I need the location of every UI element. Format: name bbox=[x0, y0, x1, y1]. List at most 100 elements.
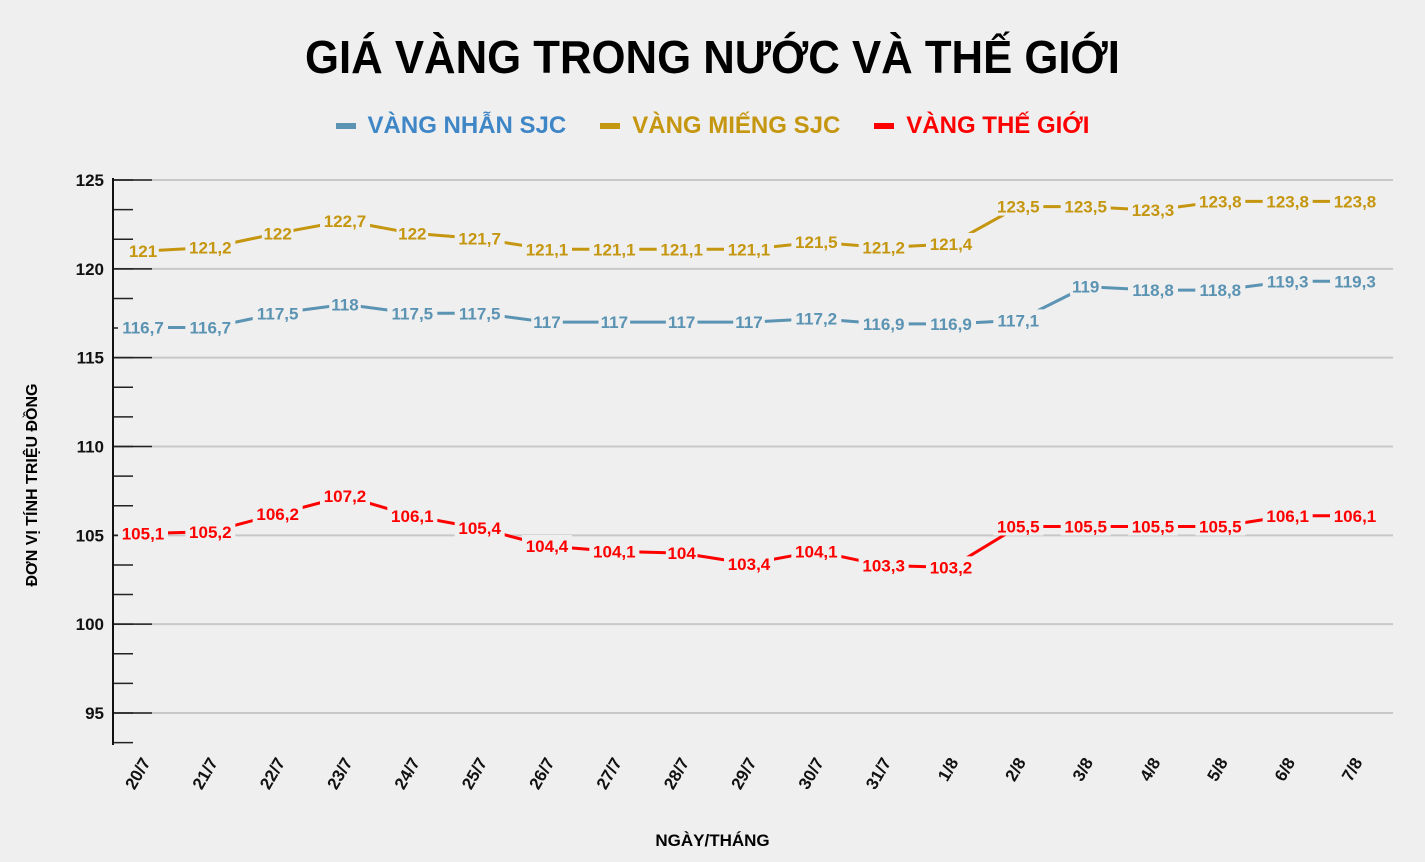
data-label: 121,5 bbox=[795, 233, 838, 252]
data-label: 117 bbox=[735, 313, 762, 332]
legend-label: VÀNG NHẪN SJC bbox=[367, 112, 567, 139]
data-label: 121,1 bbox=[526, 240, 569, 259]
data-label: 117,2 bbox=[796, 310, 838, 329]
data-label: 121,2 bbox=[862, 239, 905, 258]
x-tick-label: 6/8 bbox=[1271, 755, 1299, 785]
data-label: 121,1 bbox=[660, 240, 703, 259]
data-label: 105,5 bbox=[997, 517, 1040, 536]
data-label-bg bbox=[252, 503, 303, 524]
data-label: 107,2 bbox=[324, 487, 367, 506]
data-label-bg bbox=[261, 222, 294, 243]
data-label-bg bbox=[926, 232, 976, 253]
data-label: 119,3 bbox=[1267, 272, 1309, 291]
x-tick-label: 1/8 bbox=[934, 755, 962, 785]
y-tick-label: 110 bbox=[77, 438, 104, 457]
x-tick-label: 3/8 bbox=[1069, 755, 1097, 785]
x-tick-label: 22/7 bbox=[256, 755, 289, 793]
data-label-bg bbox=[993, 309, 1044, 330]
data-label-bg bbox=[858, 236, 909, 257]
data-label-bg bbox=[993, 515, 1044, 536]
data-label: 121,7 bbox=[458, 230, 501, 249]
data-label-bg bbox=[185, 316, 236, 337]
y-tick-label: 125 bbox=[76, 171, 104, 190]
data-label: 106,1 bbox=[1334, 507, 1377, 526]
data-label: 123,8 bbox=[1334, 192, 1377, 211]
data-label: 106,1 bbox=[391, 507, 434, 526]
data-label-bg bbox=[396, 222, 429, 243]
x-tick-label: 28/7 bbox=[660, 755, 693, 793]
data-label: 119 bbox=[1072, 278, 1099, 297]
x-tick-label: 30/7 bbox=[795, 755, 828, 793]
data-label: 104 bbox=[667, 544, 696, 563]
x-tick-label: 26/7 bbox=[525, 755, 558, 793]
data-label-bg bbox=[454, 517, 505, 538]
data-label-bg bbox=[454, 302, 505, 323]
data-label-bg bbox=[724, 552, 774, 573]
data-label: 123,5 bbox=[1064, 198, 1107, 217]
chart-title: GIÁ VÀNG TRONG NƯỚC VÀ THẾ GIỚI bbox=[305, 31, 1120, 83]
data-label: 121,1 bbox=[728, 240, 771, 259]
data-label-bg bbox=[926, 312, 976, 333]
data-label-bg bbox=[522, 534, 572, 555]
x-tick-label: 23/7 bbox=[323, 755, 356, 793]
data-label: 122 bbox=[398, 224, 426, 243]
data-label-bg bbox=[1195, 515, 1246, 536]
data-label-bg bbox=[1195, 279, 1246, 300]
data-label: 117 bbox=[533, 313, 560, 332]
data-label-bg bbox=[1262, 270, 1313, 291]
data-label: 116,9 bbox=[930, 315, 972, 334]
data-label-bg bbox=[1128, 279, 1178, 300]
legend-swatch-icon bbox=[874, 123, 895, 129]
data-label-bg bbox=[665, 542, 698, 563]
data-label: 106,2 bbox=[256, 505, 299, 524]
data-label-bg bbox=[1069, 275, 1102, 296]
x-tick-label: 27/7 bbox=[593, 755, 626, 793]
x-axis-title: NGÀY/THÁNG bbox=[655, 831, 770, 850]
y-tick-label: 95 bbox=[85, 704, 104, 723]
x-tick-label: 2/8 bbox=[1002, 755, 1030, 785]
data-label-bg bbox=[656, 238, 707, 259]
data-label: 104,1 bbox=[795, 542, 838, 561]
data-label-bg bbox=[733, 311, 765, 332]
data-label: 116,7 bbox=[122, 318, 164, 337]
data-label: 104,1 bbox=[593, 542, 636, 561]
data-label-bg bbox=[320, 209, 370, 230]
data-label-bg bbox=[118, 522, 168, 543]
data-label-bg bbox=[993, 195, 1044, 216]
data-label-bg bbox=[1060, 515, 1111, 536]
data-label: 123,3 bbox=[1132, 201, 1175, 220]
x-tick-label: 21/7 bbox=[189, 755, 222, 793]
data-label: 118,8 bbox=[1200, 281, 1242, 300]
data-label-bg bbox=[598, 311, 631, 332]
data-label: 118,8 bbox=[1132, 281, 1174, 300]
data-label-bg bbox=[589, 540, 640, 561]
legend-item-vang-nhan: VÀNG NHẪN SJC bbox=[335, 112, 567, 140]
data-label-bg bbox=[329, 293, 361, 314]
data-label-bg bbox=[1330, 270, 1380, 291]
data-label-bg bbox=[926, 556, 976, 577]
data-label: 103,4 bbox=[728, 555, 771, 574]
data-label-bg bbox=[1330, 504, 1380, 525]
data-label: 103,3 bbox=[862, 557, 905, 576]
chart-legend: VÀNG NHẪN SJC VÀNG MIẾNG SJC VÀNG THẾ GI… bbox=[0, 112, 1425, 140]
y-tick-label: 105 bbox=[76, 526, 104, 545]
y-tick-label: 100 bbox=[76, 615, 104, 634]
data-label-bg bbox=[387, 504, 438, 525]
legend-item-vang-the-gioi: VÀNG THẾ GIỚI bbox=[874, 112, 1089, 140]
x-tick-label: 5/8 bbox=[1204, 755, 1232, 785]
data-label: 104,4 bbox=[526, 537, 569, 556]
y-tick-label: 120 bbox=[76, 260, 104, 279]
data-label-bg bbox=[185, 236, 236, 257]
data-label: 117,5 bbox=[459, 304, 501, 323]
data-label: 105,4 bbox=[458, 519, 501, 538]
data-label-bg bbox=[1330, 190, 1380, 211]
data-label-bg bbox=[1262, 190, 1313, 211]
x-tick-label: 4/8 bbox=[1136, 755, 1164, 785]
data-label: 105,5 bbox=[1132, 517, 1175, 536]
data-label: 123,8 bbox=[1199, 192, 1242, 211]
x-tick-label: 29/7 bbox=[727, 755, 760, 793]
data-label-bg bbox=[1262, 504, 1313, 525]
data-label: 105,2 bbox=[189, 523, 232, 542]
data-label-bg bbox=[127, 240, 159, 261]
